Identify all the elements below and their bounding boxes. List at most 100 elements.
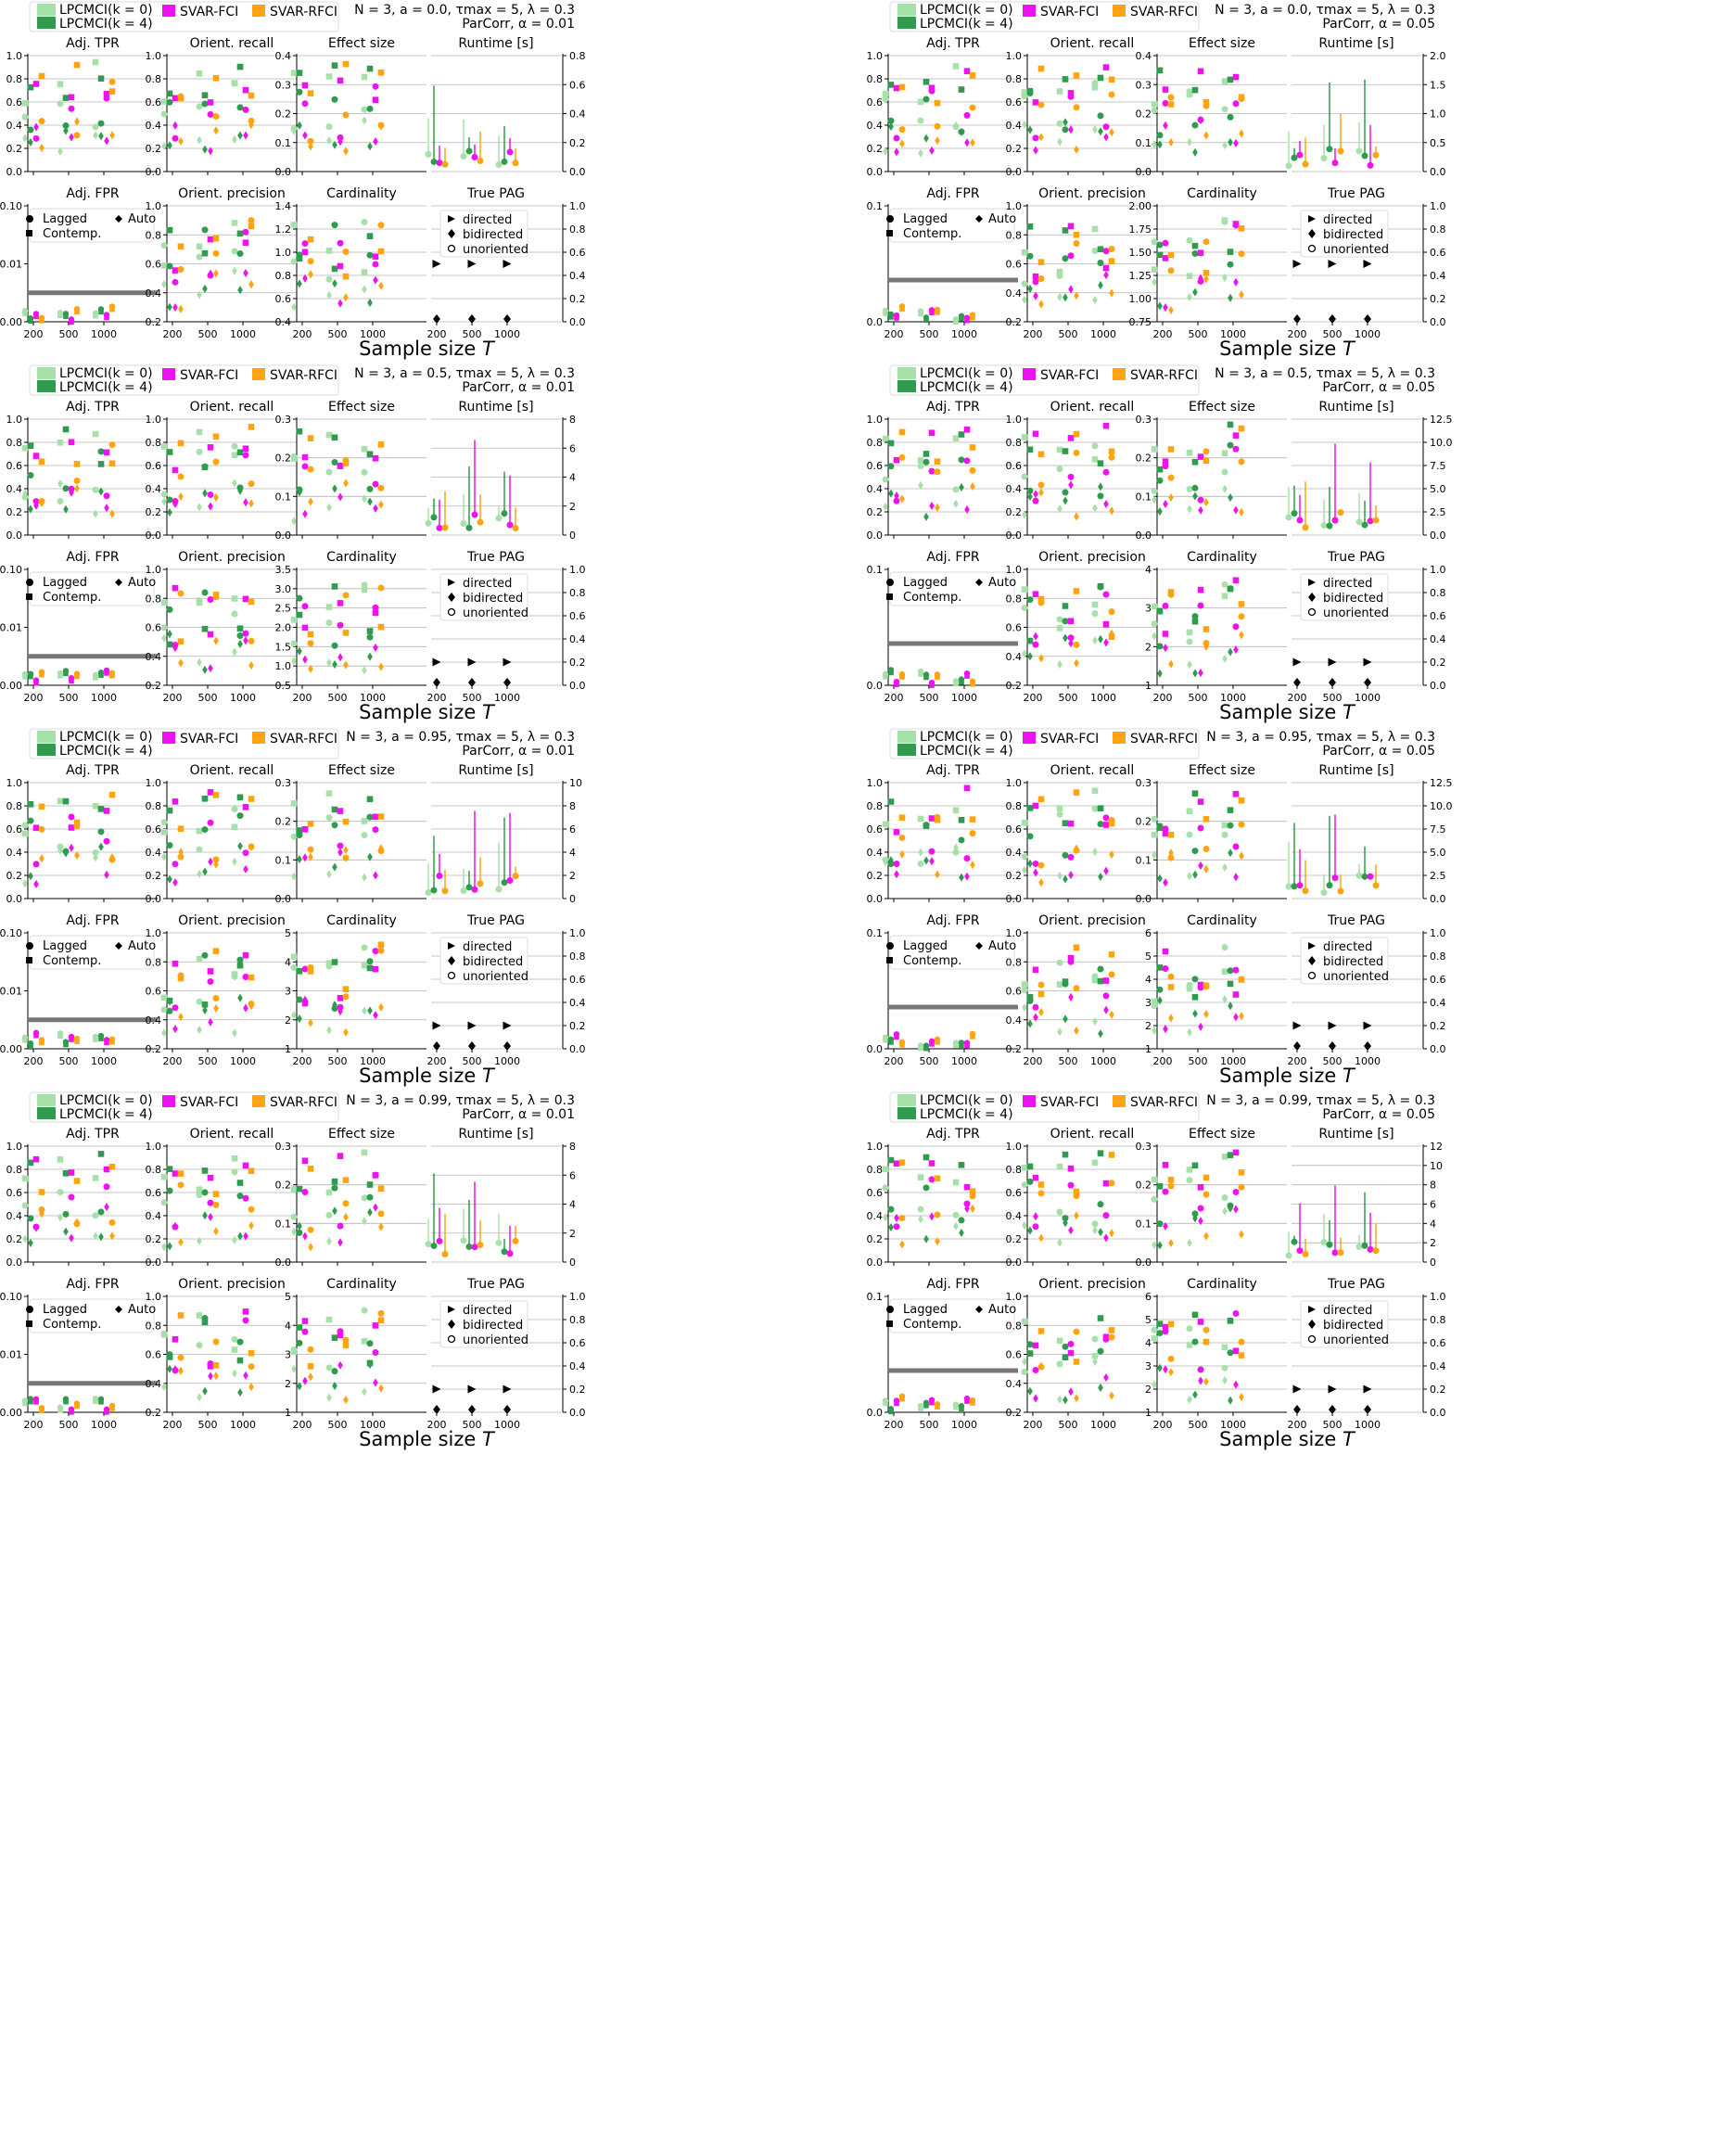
tick-label: 2 (569, 1228, 576, 1240)
x-axis-label: Sample size T (1219, 1065, 1356, 1087)
data-point-lagged (1032, 860, 1039, 867)
data-point-contemp (1203, 626, 1210, 632)
data-point-lagged (1361, 1242, 1368, 1249)
data-point-lagged (512, 159, 519, 167)
data-point-lagged (471, 511, 478, 518)
bidirected-marker-icon (1308, 593, 1316, 602)
data-point-contemp (236, 449, 244, 456)
data-point-auto (109, 1231, 115, 1241)
data-point-contemp (166, 641, 173, 648)
data-point-contemp (1221, 593, 1228, 599)
legend-label: Lagged (903, 939, 948, 953)
data-point-lagged (290, 640, 298, 647)
data-point-lagged (952, 1211, 960, 1218)
data-point-auto (1192, 1390, 1198, 1399)
data-point-contemp (899, 674, 905, 680)
data-point-contemp (1191, 242, 1199, 249)
data-point-auto (1203, 131, 1209, 140)
data-point-lagged (97, 828, 105, 836)
legend-label: LPCMCI(k = 0) (920, 3, 1013, 18)
data-point-contemp (1151, 603, 1158, 610)
data-point-auto (172, 878, 178, 887)
data-point-contemp (377, 623, 385, 631)
bidirected-marker-icon (448, 593, 455, 602)
data-point-contemp (928, 429, 935, 437)
data-point-lagged (325, 619, 333, 627)
data-point-contemp (1067, 223, 1075, 230)
tick-label: 3 (285, 1349, 291, 1361)
directed-marker-icon (1308, 215, 1316, 223)
data-point-contemp (1062, 820, 1069, 827)
data-point-lagged (1367, 517, 1374, 525)
tick-label: 8 (569, 800, 576, 812)
tick-label: 0.0 (1430, 529, 1446, 542)
tick-label: 0.1 (867, 1291, 884, 1303)
data-point-contemp (1197, 1184, 1204, 1191)
data-point-lagged (73, 477, 81, 484)
tick-label: 1000 (230, 1055, 256, 1067)
data-point-contemp (1227, 807, 1234, 813)
data-point-lagged (1337, 1249, 1344, 1257)
data-point-contemp (372, 1172, 379, 1179)
unoriented-marker-icon (1307, 1334, 1317, 1344)
data-point-auto (888, 121, 894, 132)
data-point-auto (1198, 116, 1203, 125)
data-point-contemp (109, 1406, 115, 1411)
data-point-auto (929, 146, 935, 155)
data-point-auto (202, 145, 208, 154)
tick-label: 200 (884, 328, 904, 340)
data-point-lagged (1032, 497, 1039, 504)
data-point-contemp (1097, 582, 1104, 590)
tick-label: 0.0 (1430, 316, 1446, 328)
data-point-auto (343, 293, 349, 302)
data-point-contemp (953, 1042, 959, 1049)
data-point-lagged (231, 806, 238, 813)
legend-label: Lagged (43, 1303, 87, 1317)
config-text: ParCorr, α = 0.01 (462, 744, 575, 759)
tick-label: 1.0 (146, 927, 162, 939)
data-point-lagged (196, 253, 203, 261)
figure-block: LPCMCI(k = 0)LPCMCI(k = 4)SVAR-FCI SVAR-R… (867, 1, 1446, 360)
data-point-auto (1068, 1387, 1074, 1397)
data-point-auto (1157, 301, 1163, 311)
data-point-contemp (331, 959, 338, 965)
data-point-contemp (882, 1166, 889, 1173)
tick-label: 0.2 (146, 870, 162, 882)
data-point-auto (1222, 654, 1228, 663)
data-point-contemp (301, 825, 309, 833)
data-point-contemp (342, 1177, 350, 1183)
tick-label: 0.4 (1006, 847, 1023, 859)
data-point-auto (883, 1213, 888, 1222)
panel-title: Runtime [s] (1318, 763, 1393, 778)
tick-label: 4 (569, 472, 576, 484)
data-point-lagged (108, 1218, 116, 1226)
legend-label: LPCMCI(k = 0) (920, 366, 1013, 381)
data-point-lagged (436, 1237, 443, 1244)
data-point-contemp (207, 1174, 214, 1181)
tick-label: 500 (1059, 692, 1078, 704)
data-point-auto (232, 1028, 237, 1038)
tick-label: 0.2 (867, 870, 884, 882)
data-point-lagged (307, 1226, 314, 1233)
data-point-auto (1022, 649, 1027, 658)
data-point-lagged (1067, 853, 1075, 861)
data-point-auto (161, 1382, 167, 1391)
data-point-lagged (342, 993, 350, 1001)
data-point-contemp (242, 1162, 249, 1169)
data-point-lagged (1191, 121, 1199, 129)
data-point-bidirected (503, 1405, 511, 1414)
data-point-lagged (248, 1363, 255, 1371)
panel-title: Effect size (1189, 1127, 1255, 1142)
data-point-lagged (361, 944, 368, 951)
data-point-contemp (108, 88, 116, 95)
data-point-contemp (366, 796, 374, 803)
tick-label: 0.6 (569, 1337, 586, 1349)
data-point-auto (178, 1366, 184, 1375)
tick-label: 200 (163, 692, 183, 704)
data-point-contemp (1032, 966, 1039, 974)
